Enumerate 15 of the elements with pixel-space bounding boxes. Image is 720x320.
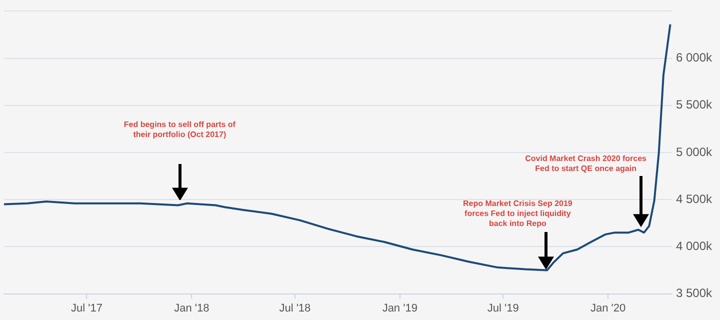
- x-tick-label: Jul '19: [487, 302, 519, 314]
- y-tick-label: 5 500k: [676, 98, 713, 112]
- x-tick-label: Jan '19: [382, 302, 418, 314]
- x-tick-label: Jan '20: [590, 302, 626, 314]
- y-tick-label: 3 500k: [676, 286, 713, 300]
- x-tick-label: Jul '17: [70, 302, 102, 314]
- x-tick-label: Jan '18: [174, 302, 210, 314]
- y-tick-label: 5 000k: [676, 144, 713, 159]
- y-tick-label: 4 500k: [676, 192, 713, 206]
- annotation: Repo Market Crisis Sep 2019 forces Fed to inject liquidity back into Repo: [462, 198, 573, 228]
- x-tick-label: Jul '18: [279, 302, 311, 314]
- annotation: Covid Market Crash 2020 forces Fed to start QE once again: [525, 154, 648, 173]
- y-tick-label: 6 000k: [676, 50, 713, 65]
- annotation: Fed begins to sell off parts of their portfolio (Oct 2017): [124, 120, 236, 139]
- y-tick-label: 4 000k: [676, 239, 713, 254]
